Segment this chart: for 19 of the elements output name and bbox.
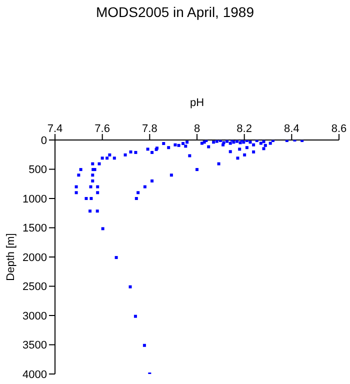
y-axis-title: Depth [m] [4, 233, 17, 281]
x-tick-label: 7.4 [47, 123, 63, 135]
x-tick-label: 7.6 [94, 123, 110, 135]
x-tick-label: 8.2 [236, 123, 252, 135]
y-tick-label: 1500 [22, 222, 47, 235]
x-axis-title: pH [190, 96, 204, 109]
y-tick-label: 1000 [22, 193, 47, 206]
y-tick-label: 0 [40, 134, 47, 147]
y-tick-label: 4000 [22, 368, 47, 381]
y-tick-label: 500 [28, 164, 47, 176]
y-tick-label: 3000 [22, 310, 47, 322]
y-tick-label: 2500 [22, 281, 47, 294]
x-tick-label: 8.6 [331, 123, 347, 135]
x-tick-label: 8 [194, 123, 200, 135]
y-tick-label: 3500 [22, 340, 47, 352]
x-tick-label: 8.4 [284, 123, 300, 135]
chart-title: MODS2005 in April, 1989 [95, 4, 255, 20]
x-tick-label: 7.8 [142, 123, 158, 135]
y-tick-label: 2000 [22, 252, 47, 264]
